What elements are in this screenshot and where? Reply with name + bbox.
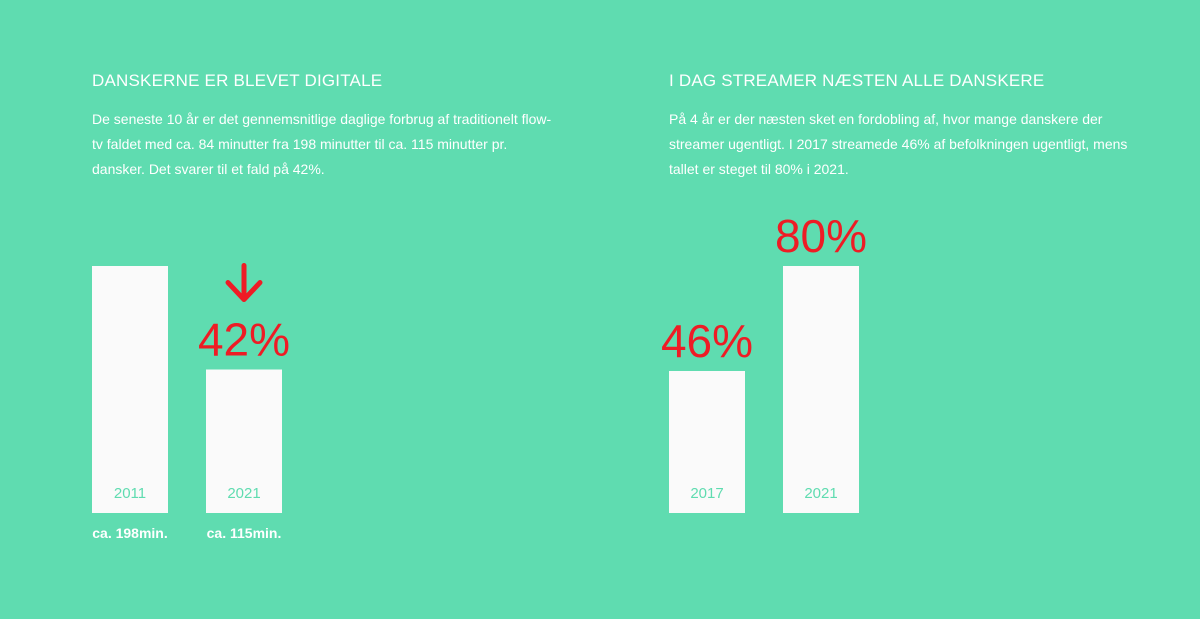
right-heading: I DAG STREAMER NÆSTEN ALLE DANSKERE [669, 71, 1045, 90]
right-panel: I DAG STREAMER NÆSTEN ALLE DANSKERE På 4… [661, 0, 1189, 619]
left-heading: DANSKERNE ER BLEVET DIGITALE [92, 71, 383, 90]
value-label-2017: 46% [661, 315, 753, 367]
down-arrow-icon [225, 263, 263, 303]
bar-2017 [669, 371, 745, 513]
category-label-2021: 2021 [227, 485, 260, 502]
minutes-label-2021: ca. 115min. [207, 525, 282, 541]
left-body-text: De seneste 10 år er det gennemsnitlige d… [92, 111, 552, 177]
value-label-2021: 42% [198, 314, 290, 366]
bar-2021 [783, 266, 859, 513]
minutes-label-2011: ca. 198min. [92, 525, 168, 541]
category-label-2017: 2017 [690, 485, 723, 502]
streaming-bar-chart: 2017 46% 2021 80% [661, 210, 867, 513]
tv-consumption-bar-chart: 2011 ca. 198min. 2021 42% ca. 115min. [92, 263, 290, 541]
value-label-2021: 80% [775, 210, 867, 262]
category-label-2021: 2021 [804, 485, 837, 502]
bar-2011 [92, 266, 168, 513]
left-panel: DANSKERNE ER BLEVET DIGITALE De seneste … [92, 0, 612, 619]
bar-2021 [206, 369, 282, 513]
category-label-2011: 2011 [114, 485, 146, 502]
right-body-text: På 4 år er der næsten sket en fordobling… [669, 111, 1128, 177]
